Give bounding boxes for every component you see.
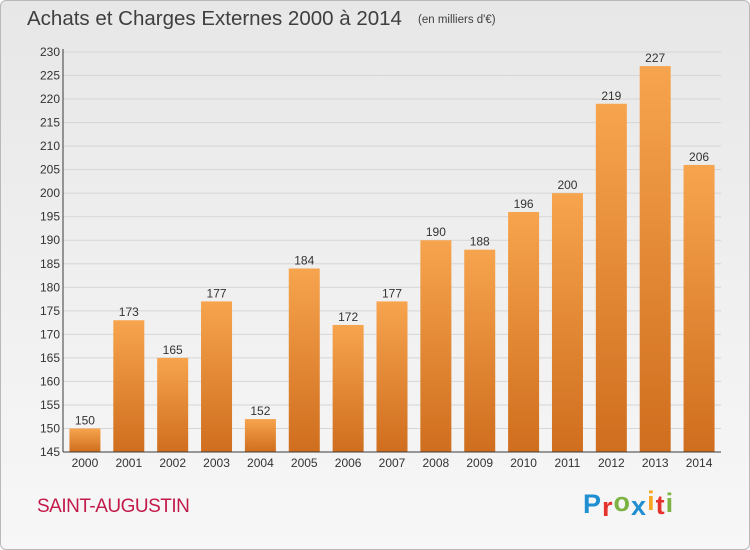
data-label: 150 — [75, 413, 95, 427]
x-tick-label: 2004 — [247, 456, 274, 470]
x-tick-label: 2002 — [159, 456, 186, 470]
y-tick-label: 190 — [40, 233, 60, 247]
x-tick-label: 2008 — [423, 456, 450, 470]
y-tick-label: 200 — [40, 186, 60, 200]
logo-letter: t — [655, 490, 666, 520]
x-tick-label: 2001 — [115, 456, 142, 470]
bar-2000 — [69, 428, 101, 452]
data-label: 188 — [470, 235, 490, 249]
y-tick-label: 150 — [40, 421, 60, 435]
x-tick-label: 2010 — [510, 456, 537, 470]
chart-subtitle: (en milliers d'€) — [418, 14, 496, 26]
bar-2007 — [376, 301, 408, 452]
bar-2004 — [244, 419, 276, 452]
y-tick-label: 220 — [40, 92, 60, 106]
y-axis-ticks: 145 150 155 160 165 170 175 180 185 190 195 200 205 2… — [40, 45, 60, 459]
bar-2010 — [508, 212, 540, 452]
y-tick-label: 230 — [40, 45, 60, 59]
bar-2002 — [157, 357, 189, 452]
y-tick-label: 210 — [40, 139, 60, 153]
y-tick-label: 195 — [40, 210, 60, 224]
y-tick-label: 175 — [40, 304, 60, 318]
data-label: 190 — [426, 225, 446, 239]
bars — [69, 66, 715, 453]
logo-letter: P — [583, 489, 603, 519]
bar-2006 — [332, 324, 364, 452]
data-label: 177 — [382, 286, 402, 300]
data-label: 177 — [207, 286, 227, 300]
data-label: 219 — [601, 89, 621, 103]
x-tick-label: 2009 — [466, 456, 493, 470]
x-axis-ticks: 2000 2001 2002 2003 2004 2005 2006 2007 2008 2009… — [72, 456, 713, 470]
bar-2014 — [683, 164, 715, 453]
bar-2005 — [288, 268, 320, 452]
x-tick-label: 2012 — [598, 456, 625, 470]
data-label: 165 — [163, 343, 183, 357]
logo-letter: r — [602, 492, 614, 522]
x-tick-label: 2014 — [686, 456, 713, 470]
logo-letter: i — [647, 486, 656, 516]
bar-2013 — [639, 66, 671, 452]
bar-2003 — [201, 301, 233, 452]
y-tick-label: 160 — [40, 374, 60, 388]
x-tick-label: 2005 — [291, 456, 318, 470]
logo-letter: i — [665, 488, 675, 518]
bar-2008 — [420, 240, 452, 452]
logo-letter: o — [613, 487, 632, 517]
bar-2011 — [551, 193, 583, 453]
y-tick-label: 170 — [40, 327, 60, 341]
city-name: SAINT-AUGUSTIN — [37, 496, 190, 517]
axes — [62, 49, 721, 453]
data-label: 152 — [250, 404, 270, 418]
proxiti-logo: Proxiti — [583, 486, 675, 522]
bar-2009 — [464, 249, 496, 452]
y-tick-label: 215 — [40, 116, 60, 130]
x-tick-label: 2006 — [335, 456, 362, 470]
data-label: 172 — [338, 310, 358, 324]
bar-2012 — [595, 103, 627, 452]
data-label: 196 — [514, 197, 534, 211]
data-label: 227 — [645, 51, 665, 65]
data-label: 200 — [557, 178, 577, 192]
logo-letter: x — [631, 491, 648, 521]
bar-2001 — [113, 320, 145, 452]
y-tick-label: 225 — [40, 69, 60, 83]
y-tick-label: 205 — [40, 163, 60, 177]
data-labels: 150 173 165 177 152 184 172 177 190 188 196 200 219 2… — [75, 51, 709, 427]
y-tick-label: 155 — [40, 398, 60, 412]
y-tick-label: 145 — [40, 445, 60, 459]
y-tick-label: 180 — [40, 280, 60, 294]
x-tick-label: 2011 — [555, 456, 581, 470]
data-label: 206 — [689, 150, 709, 164]
data-label: 184 — [294, 253, 314, 267]
x-tick-label: 2007 — [379, 456, 406, 470]
y-tick-label: 165 — [40, 351, 60, 365]
x-tick-label: 2013 — [642, 456, 669, 470]
chart-title: Achats et Charges Externes 2000 à 2014 — [27, 7, 402, 30]
x-tick-label: 2000 — [72, 456, 99, 470]
x-tick-label: 2003 — [203, 456, 230, 470]
y-tick-label: 185 — [40, 257, 60, 271]
data-label: 173 — [119, 305, 139, 319]
